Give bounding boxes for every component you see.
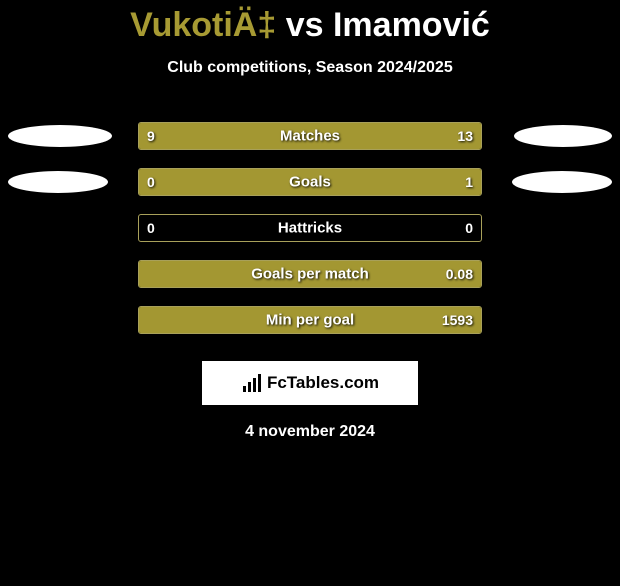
stat-bar-track: 9 13 Matches: [138, 122, 482, 150]
stat-label: Min per goal: [266, 312, 354, 329]
stat-row: 0.08 Goals per match: [0, 251, 620, 297]
player1-ellipse: [8, 125, 112, 147]
player2-name: Imamović: [333, 6, 490, 44]
stat-label: Hattricks: [278, 220, 342, 237]
stat-row: 0 1 Goals: [0, 159, 620, 205]
player2-ellipse: [512, 171, 612, 193]
stat-right-value: 13: [457, 128, 473, 144]
stat-label: Goals: [289, 174, 331, 191]
stat-bar-track: 0 0 Hattricks: [138, 214, 482, 242]
stat-row: 9 13 Matches: [0, 113, 620, 159]
stat-left-value: 9: [147, 128, 155, 144]
page-title: VukotiÄ‡ vs Imamović: [0, 6, 620, 45]
stat-right-value: 1593: [442, 312, 473, 328]
stat-row: 1593 Min per goal: [0, 297, 620, 343]
stat-right-value: 0: [465, 220, 473, 236]
stat-left-value: 0: [147, 174, 155, 190]
stat-bar-track: 0.08 Goals per match: [138, 260, 482, 288]
player1-ellipse: [8, 171, 108, 193]
stat-right-value: 0.08: [446, 266, 473, 282]
stat-label: Goals per match: [251, 266, 369, 283]
player1-name: VukotiÄ‡: [130, 6, 276, 44]
stat-label: Matches: [280, 128, 340, 145]
stat-bar-left-fill: [139, 123, 276, 149]
stats-container: 9 13 Matches 0 1 Goals 0 0 Hattricks 0.08 Goals pe…: [0, 113, 620, 343]
vs-text: vs: [286, 6, 324, 44]
watermark: FcTables.com: [202, 361, 418, 405]
stat-right-value: 1: [465, 174, 473, 190]
stat-bar-track: 1593 Min per goal: [138, 306, 482, 334]
bars-icon: [241, 372, 263, 394]
date-text: 4 november 2024: [0, 423, 620, 441]
subtitle: Club competitions, Season 2024/2025: [0, 59, 620, 77]
stat-row: 0 0 Hattricks: [0, 205, 620, 251]
player2-ellipse: [514, 125, 612, 147]
stat-left-value: 0: [147, 220, 155, 236]
stat-bar-track: 0 1 Goals: [138, 168, 482, 196]
watermark-text: FcTables.com: [267, 373, 379, 393]
